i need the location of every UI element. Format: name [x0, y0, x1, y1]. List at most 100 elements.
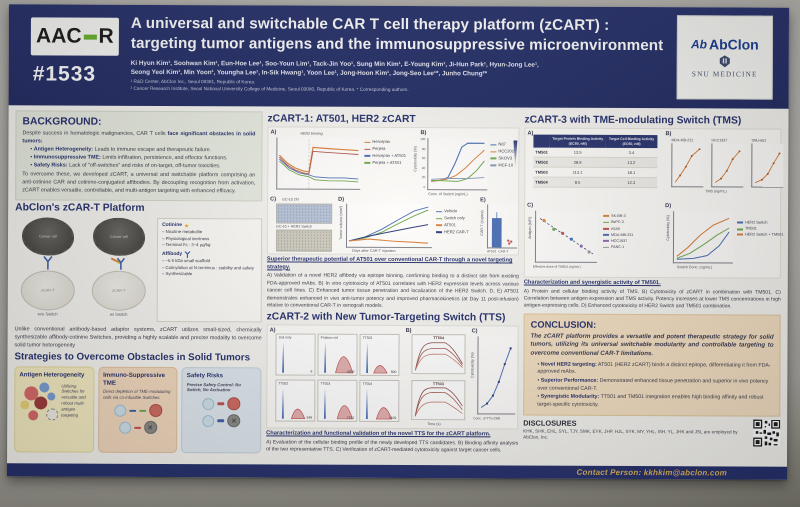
tcell-icon — [202, 414, 215, 427]
card-antigen-heterogeneity: Antigen Heterogeneity Utilizing Switches… — [14, 366, 95, 453]
tumor-cell-blob — [46, 407, 59, 421]
series-swatch — [490, 164, 497, 167]
mini-chart-title: HCC1937 — [711, 138, 728, 143]
tcell-label: zCAR-T — [112, 288, 126, 293]
legend-label: HER2 CAR-T — [444, 229, 469, 235]
tcell-illustration: zCAR-T — [20, 270, 75, 311]
tumor-cell-blob — [34, 395, 48, 409]
micrograph-2-label: GC-10 + HER2 Switch — [276, 224, 312, 229]
affibody-item: – Synthesizable — [161, 271, 193, 277]
legend-text: Synthesizable — [165, 271, 193, 277]
panel-d-ylabel: Tumor volume (mm³) — [339, 205, 344, 241]
conclusion-section: CONCLUSION: The zCART platform provides … — [523, 313, 781, 417]
histogram-label: TT502 — [278, 381, 289, 386]
cotinine-star-icon — [184, 223, 189, 228]
series-swatch — [490, 150, 497, 153]
affiliation-2: ² Cancer Research Institute, Seoul Natio… — [130, 86, 409, 93]
row-name: TM503 — [533, 167, 550, 178]
row-name: TM501 — [533, 148, 550, 158]
legend-label: HCC202 — [498, 148, 515, 154]
background-outro: To overcome these, we developed zCART, a… — [22, 170, 256, 195]
tumor-growth-chart — [345, 203, 433, 249]
synergy-cytotoxicity-chart — [672, 211, 734, 264]
panel-letter-e: E) — [480, 197, 486, 204]
row-name: TM502 — [533, 157, 550, 168]
cell-value: 3.4 — [605, 148, 658, 159]
abclon-mark-icon: Ab — [690, 37, 708, 52]
panel-b-xlabel: TMS (ng/mL) — [705, 189, 727, 194]
snu-crest-icon — [719, 55, 730, 68]
zcart3-title: zCART-3 with TME-modulating Switch (TMS) — [524, 114, 742, 127]
platform-legend: Cotinine – Nicotine metabolite – Physiol… — [156, 217, 263, 323]
cell-value: 8.5 — [549, 177, 606, 188]
panel-letter-b: B) — [665, 131, 672, 138]
card-text: Direct depletion of TME-modulating cells… — [102, 388, 171, 400]
panel-d-legend: Vehicle Switch only AT501 HER2 CAR-T — [436, 208, 476, 236]
zcart2-caption-title: Characterization and functional validati… — [266, 430, 491, 438]
cotinine-title: Cotinine — [162, 221, 183, 228]
tumor-cell-blob — [47, 391, 56, 401]
card-title: Safety Risks — [186, 372, 224, 380]
left-column: BACKGROUND: Despite success in hematolog… — [14, 110, 263, 461]
no-switch-tag: w/o Switch — [37, 311, 58, 317]
sponsor-logos: Ab AbClon SNU MEDICINE — [676, 15, 773, 100]
legend-text: Cotinylation at N-terminus : stability a… — [165, 264, 254, 270]
poster-body: BACKGROUND: Despite success in hematolog… — [7, 105, 789, 466]
series-swatch — [364, 148, 371, 151]
bar-label: AT501 — [486, 249, 497, 254]
legend-entry: MCF-10 — [490, 162, 514, 169]
pharmacokinetics-bar-chart — [486, 204, 518, 249]
series-swatch — [603, 227, 610, 230]
legend-text: Terminal t½ : 3~4 µg/kg — [165, 242, 211, 248]
legend-entry: Perjeta + AT501 — [364, 160, 418, 167]
histogram-value: 2191 — [346, 416, 355, 421]
legend-label: MCF-10 — [498, 162, 514, 168]
series-swatch — [603, 240, 610, 243]
tumor-cell-icon — [227, 397, 241, 411]
flow-histogram: TT504 1109 — [359, 380, 400, 423]
disclosures-title: DISCLOSURES — [523, 418, 577, 428]
tumor-cell-blob — [28, 409, 39, 420]
tick: 0 — [423, 185, 426, 190]
disclosures-section: DISCLOSURES KHK, SHK, EHL, SYL, TJY, SMK… — [523, 418, 781, 447]
platform-figure: Cancer cell zCAR-T w/o Switch Cancer cel… — [15, 217, 263, 323]
depleted-cell-icon — [143, 421, 157, 435]
switch-molecule-icon — [217, 402, 225, 406]
cell-value: 12.3 — [605, 177, 658, 189]
poster-header: AAC R #1533 A universal and switchable C… — [8, 4, 790, 109]
cell-interaction-row — [187, 414, 257, 428]
legend-label: AT501 — [444, 222, 456, 228]
legend-text: Nicotine metabolite — [165, 229, 203, 235]
disclosures-text: KHK, SHK, EHL, SYL, TJY, SMK, EYK, JHP, … — [523, 428, 738, 441]
series-swatch — [602, 246, 609, 249]
card-illustration: Utilizing Switches for versatile and rob… — [19, 381, 89, 425]
histogram-label: TT503 — [320, 381, 331, 386]
spr-sensorgram: TT504 — [411, 334, 466, 375]
strategy-cards: Antigen Heterogeneity Utilizing Switches… — [14, 366, 262, 454]
table-row: TM503 113.1 18.1 — [533, 167, 658, 179]
cancer-cell-label: Cancer cell — [110, 234, 129, 239]
cytotoxicity-dose-chart — [427, 138, 488, 191]
tcell-icon — [113, 404, 126, 417]
card-immunosuppressive-tme: Immuno-Suppressive TME Direct depletion … — [97, 366, 178, 454]
author-list: Ki Hyun Kim¹, Soohwan Kim¹, Eun-Hoe Lee¹… — [131, 58, 665, 79]
flow-histogram: TT502 948 — [275, 379, 316, 422]
series-swatch — [603, 215, 610, 217]
aacr-logo-left: AAC — [36, 24, 82, 48]
table-row: TM501 13.5 3.4 — [533, 148, 658, 159]
series-swatch — [436, 231, 443, 234]
inactive-cell-icon — [227, 414, 241, 428]
cell-value: 113.1 — [549, 167, 606, 178]
series-swatch — [364, 155, 371, 158]
legend-entry: PANC-1 — [602, 244, 651, 250]
tick: 40 — [421, 165, 426, 170]
background-section: BACKGROUND: Despite success in hematolog… — [15, 110, 263, 202]
tick: 100 — [420, 137, 426, 142]
snu-medicine-logo-text: SNU MEDICINE — [691, 70, 758, 79]
legend-label: Vehicle — [444, 208, 458, 214]
tcell-icon — [202, 397, 215, 410]
contact-bar: Contact Person: kkhkim@abclon.com — [6, 463, 788, 480]
cell-value: 18.1 — [605, 167, 658, 179]
spr-sensorgram: TT503 — [411, 380, 466, 421]
legend-entry: HER2 Switch + TM501 — [737, 232, 787, 237]
